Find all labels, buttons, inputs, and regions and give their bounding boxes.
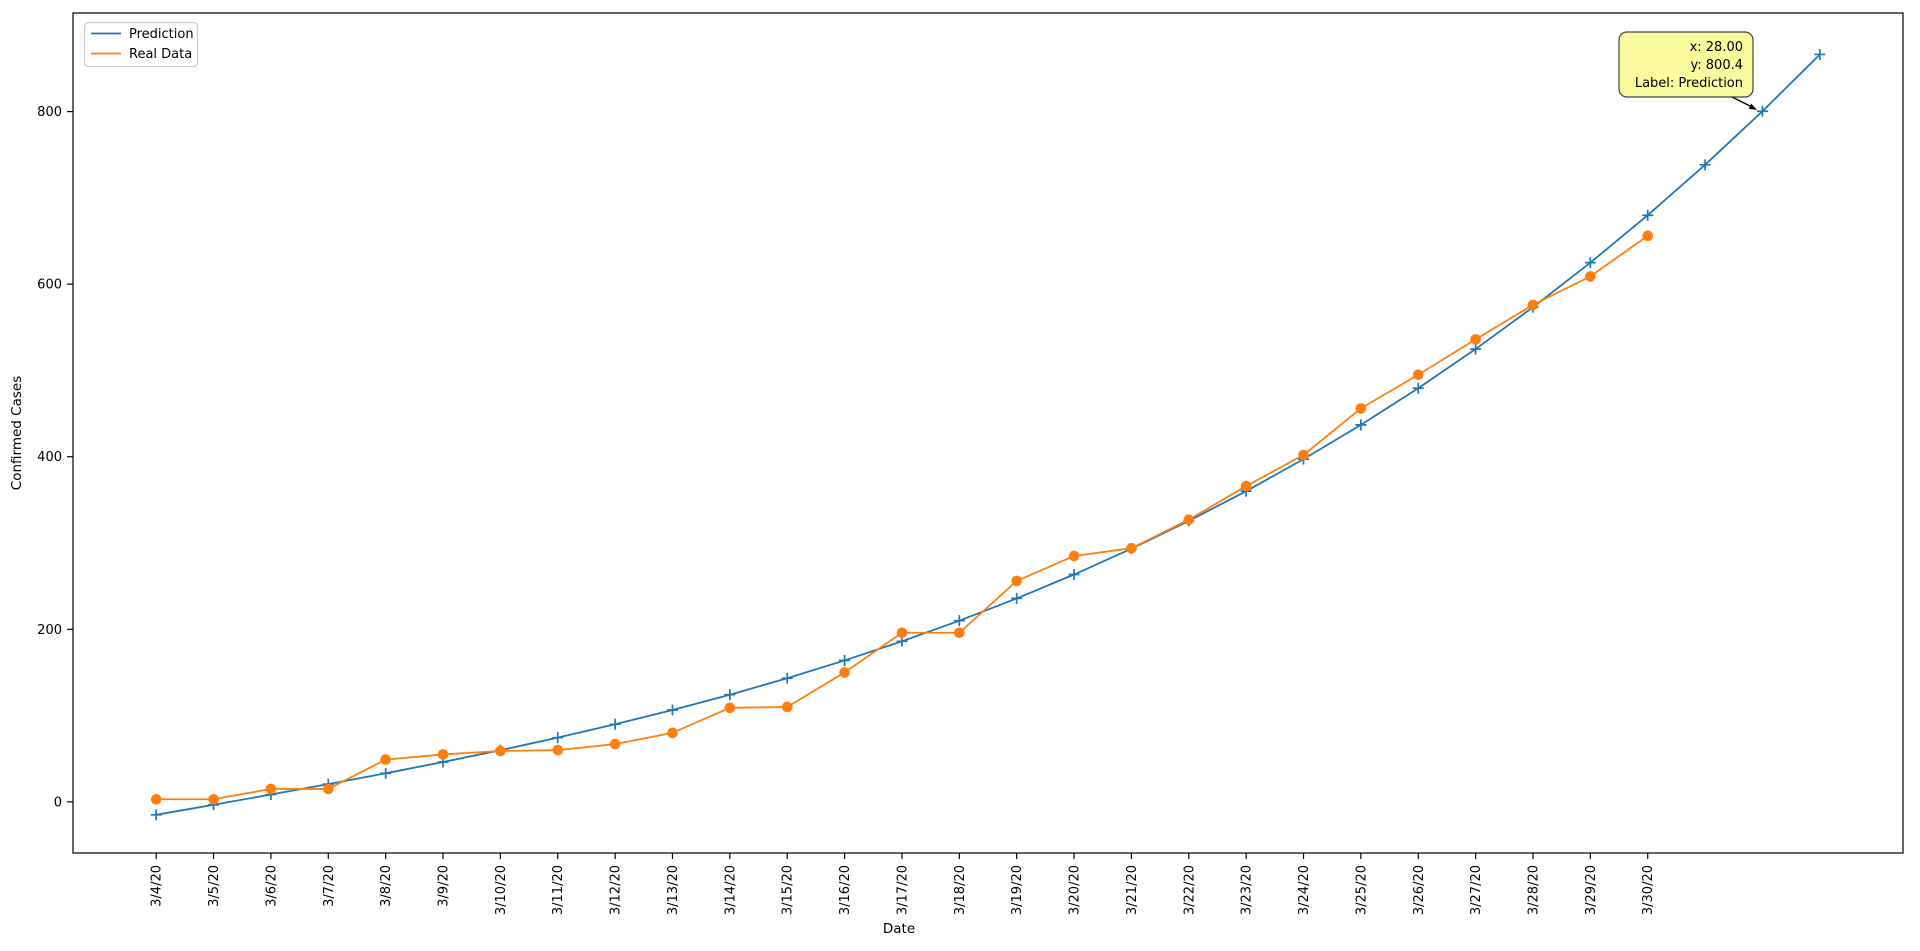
real-data-point[interactable] xyxy=(1240,480,1252,492)
real-data-point[interactable] xyxy=(1126,542,1137,554)
series-group xyxy=(150,48,1826,821)
y-tick-label: 200 xyxy=(37,623,62,638)
prediction-point[interactable] xyxy=(552,732,564,744)
real-data-point[interactable] xyxy=(495,745,506,757)
x-axis-ticks: 3/4/20 3/5/20 3/6/20 3/7/20 3/8/20 3/9/20 3/10… xyxy=(150,853,1656,915)
real-data-point[interactable] xyxy=(437,749,449,760)
x-tick-label: 3/14/20 xyxy=(723,865,738,915)
x-tick-label: 3/13/20 xyxy=(666,865,681,915)
y-tick-label: 800 xyxy=(37,105,62,120)
prediction-point[interactable] xyxy=(666,704,678,716)
x-tick-label: 3/20/20 xyxy=(1068,865,1083,915)
real-data-point[interactable] xyxy=(1298,449,1309,461)
series-prediction xyxy=(150,48,1826,821)
prediction-point[interactable] xyxy=(1470,343,1482,355)
tooltip-line-x: x: 28.00 xyxy=(1690,40,1743,55)
real-data-point[interactable] xyxy=(1412,369,1424,381)
real-data-point[interactable] xyxy=(150,793,162,805)
x-tick-label: 3/30/20 xyxy=(1641,865,1656,915)
y-axis-label: Confirmed Cases xyxy=(9,376,25,490)
prediction-point[interactable] xyxy=(1355,419,1367,431)
real-data-point[interactable] xyxy=(609,738,621,750)
prediction-point[interactable] xyxy=(1068,569,1080,581)
x-tick-label: 3/10/20 xyxy=(494,865,509,915)
prediction-point[interactable] xyxy=(1699,159,1711,171)
prediction-point[interactable] xyxy=(839,654,851,666)
series-real-data xyxy=(150,230,1654,805)
x-tick-label: 3/27/20 xyxy=(1469,865,1484,915)
y-tick-label: 0 xyxy=(54,795,62,810)
x-tick-label: 3/24/20 xyxy=(1297,865,1312,915)
real-data-point[interactable] xyxy=(1011,575,1022,587)
prediction-point[interactable] xyxy=(953,615,965,627)
tooltip-annotation[interactable]: x: 28.00 y: 800.4 Label: Prediction xyxy=(1618,31,1757,110)
y-tick-label: 600 xyxy=(37,278,62,293)
real-data-point[interactable] xyxy=(839,667,850,678)
tooltip-line-y: y: 800.4 xyxy=(1691,58,1743,73)
x-tick-label: 3/15/20 xyxy=(781,865,796,915)
real-data-point[interactable] xyxy=(265,783,277,795)
prediction-point[interactable] xyxy=(724,689,736,701)
x-tick-label: 3/23/20 xyxy=(1240,865,1255,915)
tooltip-line-label: Label: Prediction xyxy=(1635,76,1743,91)
legend: Prediction Real Data xyxy=(83,21,199,68)
legend-label-real-data: Real Data xyxy=(129,47,192,62)
prediction-point[interactable] xyxy=(781,672,793,684)
prediction-point[interactable] xyxy=(1642,209,1654,221)
x-tick-label: 3/21/20 xyxy=(1125,865,1140,915)
x-tick-label: 3/28/20 xyxy=(1526,865,1541,915)
y-axis-ticks: 0 200 400 600 800 xyxy=(37,105,73,810)
real-data-point[interactable] xyxy=(954,627,965,639)
real-data-point[interactable] xyxy=(1585,271,1596,282)
prediction-point[interactable] xyxy=(1011,592,1023,604)
axes-frame xyxy=(72,12,1904,854)
x-tick-label: 3/22/20 xyxy=(1182,865,1197,915)
x-tick-label: 3/7/20 xyxy=(322,865,337,907)
prediction-point[interactable] xyxy=(1412,382,1424,394)
tooltip-arrow-head xyxy=(1748,103,1757,110)
x-tick-label: 3/6/20 xyxy=(264,865,279,907)
real-data-point[interactable] xyxy=(724,702,736,714)
x-tick-label: 3/18/20 xyxy=(953,865,968,915)
real-data-point[interactable] xyxy=(1642,230,1654,242)
x-tick-label: 3/29/20 xyxy=(1584,865,1599,915)
prediction-point[interactable] xyxy=(380,767,392,779)
x-tick-label: 3/19/20 xyxy=(1010,865,1025,915)
prediction-point[interactable] xyxy=(150,809,162,821)
legend-label-prediction: Prediction xyxy=(129,27,194,42)
x-tick-label: 3/5/20 xyxy=(207,865,222,907)
prediction-point[interactable] xyxy=(1756,105,1768,117)
real-data-point[interactable] xyxy=(1068,550,1080,562)
x-tick-label: 3/17/20 xyxy=(895,865,910,915)
real-data-point[interactable] xyxy=(322,783,334,795)
tooltip-box xyxy=(1618,31,1754,98)
real-data-point[interactable] xyxy=(1527,299,1539,311)
real-data-point[interactable] xyxy=(781,701,793,713)
prediction-point[interactable] xyxy=(609,718,621,730)
x-tick-label: 3/8/20 xyxy=(379,865,394,907)
x-tick-label: 3/12/20 xyxy=(609,865,624,915)
x-tick-label: 3/11/20 xyxy=(551,865,566,915)
real-data-point[interactable] xyxy=(1355,403,1367,414)
prediction-point[interactable] xyxy=(1814,48,1826,60)
x-tick-label: 3/4/20 xyxy=(150,865,165,907)
x-tick-label: 3/26/20 xyxy=(1412,865,1427,915)
prediction-point[interactable] xyxy=(1584,257,1596,269)
real-data-point[interactable] xyxy=(380,754,391,765)
real-data-point[interactable] xyxy=(552,744,564,756)
real-data-line xyxy=(155,234,1649,801)
real-data-point[interactable] xyxy=(896,627,908,639)
x-tick-label: 3/9/20 xyxy=(437,865,452,907)
x-axis-label: Date xyxy=(883,921,915,937)
x-tick-label: 3/25/20 xyxy=(1354,865,1369,915)
y-tick-label: 400 xyxy=(37,450,62,465)
real-data-point[interactable] xyxy=(208,793,219,805)
real-data-point[interactable] xyxy=(667,727,678,739)
real-data-point[interactable] xyxy=(1183,514,1195,526)
x-tick-label: 3/16/20 xyxy=(838,865,853,915)
prediction-line xyxy=(155,53,1821,816)
real-data-point[interactable] xyxy=(1470,334,1481,345)
